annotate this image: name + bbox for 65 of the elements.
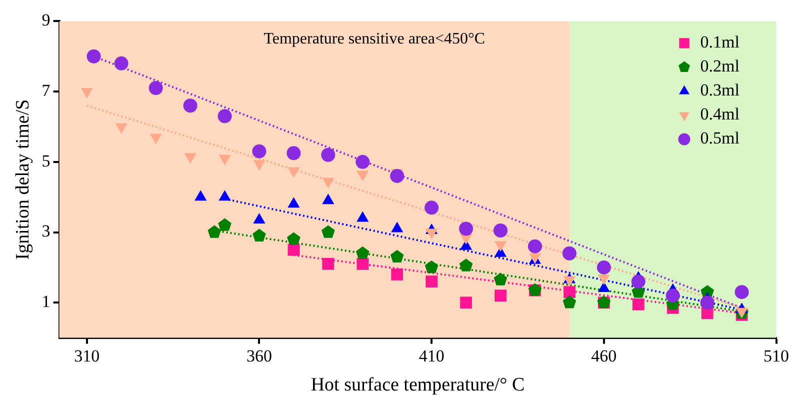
- point: [390, 168, 404, 183]
- point: [322, 258, 334, 270]
- band-label: Temperature sensitive area<450°C: [264, 30, 486, 48]
- legend-label: 0.2ml: [700, 56, 740, 76]
- point: [734, 285, 749, 300]
- point: [390, 250, 404, 263]
- point: [528, 239, 542, 254]
- point: [562, 246, 576, 260]
- point: [218, 109, 232, 124]
- point: [321, 148, 336, 162]
- y-axis-title: Ignition delay time/S: [12, 99, 34, 260]
- point: [391, 222, 404, 232]
- x-tick-label: 360: [246, 346, 272, 366]
- x-tick-label: 310: [74, 346, 100, 366]
- legend-label: 0.3ml: [700, 80, 740, 100]
- point: [356, 258, 369, 270]
- point: [459, 222, 474, 236]
- point: [562, 296, 576, 308]
- point: [494, 272, 508, 286]
- point: [356, 211, 369, 222]
- y-tick-label: 1: [42, 292, 50, 312]
- point: [460, 296, 472, 309]
- point: [322, 194, 334, 204]
- y-tick-label: 5: [42, 151, 50, 170]
- point: [252, 228, 266, 242]
- y-tick-label: 9: [42, 10, 50, 30]
- point: [288, 197, 300, 208]
- point: [86, 49, 101, 64]
- point: [194, 190, 207, 201]
- point: [356, 154, 370, 169]
- point: [459, 258, 473, 272]
- x-tick-label: 460: [591, 346, 617, 366]
- point: [563, 286, 576, 298]
- point: [253, 212, 266, 224]
- point: [391, 268, 404, 280]
- point: [356, 246, 370, 260]
- legend-label: 0.4ml: [700, 104, 740, 124]
- point: [218, 190, 231, 201]
- point: [494, 290, 506, 302]
- point: [666, 288, 680, 303]
- point: [424, 260, 438, 274]
- x-tick-label: 510: [764, 346, 789, 366]
- point: [494, 224, 508, 238]
- point: [700, 296, 714, 310]
- point: [287, 232, 300, 245]
- legend-label: 0.5ml: [700, 128, 740, 148]
- y-tick-label: 3: [42, 222, 50, 241]
- point: [426, 276, 438, 288]
- point: [288, 244, 300, 256]
- y-tick-label: 7: [42, 81, 51, 100]
- point: [252, 144, 266, 158]
- point: [322, 225, 335, 238]
- point: [183, 98, 198, 113]
- point: [208, 225, 222, 238]
- point: [286, 146, 301, 160]
- x-tick-label: 410: [418, 346, 444, 366]
- x-axis-title: Hot surface temperature/° C: [310, 374, 525, 396]
- point: [632, 298, 644, 310]
- legend-label: 0.1ml: [700, 32, 740, 52]
- point: [598, 282, 610, 292]
- point: [114, 56, 128, 70]
- point: [424, 200, 439, 215]
- point: [218, 218, 232, 231]
- point: [596, 260, 611, 274]
- point: [148, 81, 163, 96]
